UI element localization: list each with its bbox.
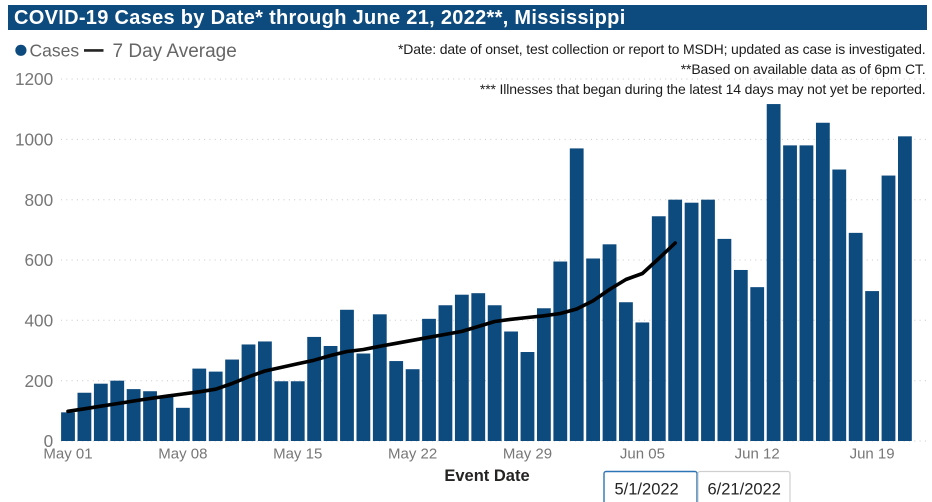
- svg-text:1000: 1000: [15, 130, 53, 150]
- svg-text:200: 200: [25, 371, 54, 391]
- svg-text:Jun 05: Jun 05: [620, 446, 665, 463]
- svg-text:Event Date: Event Date: [444, 467, 529, 485]
- svg-text:May 08: May 08: [158, 446, 207, 463]
- svg-text:Jun 19: Jun 19: [850, 446, 895, 463]
- svg-text:0: 0: [44, 431, 54, 451]
- svg-text:6/21/2022: 6/21/2022: [708, 481, 781, 499]
- svg-text:May 15: May 15: [273, 446, 322, 463]
- svg-text:May 29: May 29: [503, 446, 552, 463]
- svg-text:7 Day Average: 7 Day Average: [113, 41, 237, 62]
- svg-text:May 01: May 01: [43, 446, 92, 463]
- svg-text:400: 400: [25, 311, 54, 331]
- svg-text:May 22: May 22: [388, 446, 437, 463]
- svg-text:1200: 1200: [15, 69, 53, 89]
- svg-text:800: 800: [25, 190, 54, 210]
- svg-text:Cases: Cases: [30, 41, 80, 61]
- svg-text:5/1/2022: 5/1/2022: [615, 481, 679, 499]
- svg-text:600: 600: [25, 250, 54, 270]
- svg-text:Jun 12: Jun 12: [735, 446, 780, 463]
